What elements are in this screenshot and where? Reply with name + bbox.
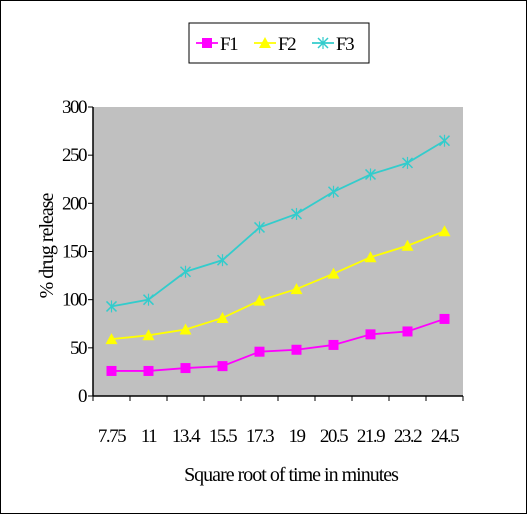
data-point-f3	[438, 134, 451, 147]
data-point-f2	[142, 329, 155, 341]
data-point-f2	[438, 225, 451, 237]
y-axis-title: % drug release	[36, 192, 58, 298]
x-tick-label: 11	[141, 426, 157, 447]
data-point-f2	[327, 267, 340, 279]
x-axis-title: Square root of time in minutes	[184, 464, 399, 486]
data-point-f1	[143, 365, 154, 376]
y-tick-label: 250	[62, 145, 87, 166]
series-f3	[105, 134, 451, 313]
legend-label: F1	[220, 34, 238, 55]
data-point-f2	[364, 251, 377, 263]
x-tick-label: 15.5	[209, 426, 237, 447]
y-tick-label: 300	[62, 97, 87, 118]
x-tick-label: 19	[289, 426, 306, 447]
data-point-f3	[216, 254, 229, 267]
series-f2	[105, 225, 451, 345]
y-tick-label: 0	[78, 386, 87, 407]
data-point-f1	[254, 346, 265, 357]
data-point-f3	[179, 265, 192, 278]
legend-marker	[202, 38, 212, 48]
plot-area	[93, 107, 463, 396]
data-point-f3	[142, 293, 155, 306]
legend-marker	[259, 37, 271, 48]
legend-label: F3	[336, 34, 354, 55]
data-point-f2	[105, 333, 118, 345]
data-point-f3	[401, 156, 414, 169]
legend-label: F2	[278, 34, 296, 55]
legend-item-f2: F2	[254, 34, 298, 55]
axes	[88, 106, 464, 401]
data-point-f1	[291, 344, 302, 355]
data-point-f1	[439, 313, 450, 324]
x-tick-label: 7.75	[98, 426, 126, 447]
y-tick-label: 200	[62, 193, 87, 214]
x-tick-label: 23.2	[394, 426, 422, 447]
data-point-f2	[290, 283, 303, 295]
series-f1	[106, 313, 450, 376]
data-point-f1	[402, 326, 413, 337]
data-point-f1	[365, 329, 376, 340]
y-tick-label: 50	[70, 338, 87, 359]
y-tick-label: 150	[62, 242, 87, 263]
data-point-f1	[106, 365, 117, 376]
data-point-f2	[401, 239, 414, 251]
data-point-f3	[364, 168, 377, 181]
x-tick-label: 24.5	[431, 426, 459, 447]
y-tick-label: 100	[62, 290, 87, 311]
legend-item-f3: F3	[312, 34, 356, 55]
series-layer	[105, 134, 451, 376]
data-point-f2	[216, 311, 229, 323]
tick-labels: 0 50 100 150 200 250 300 7.75 11 13.4 15.5 17.3 19 20…	[62, 97, 461, 447]
legend-marker	[317, 37, 329, 49]
series-line-f3	[111, 139, 445, 308]
data-point-f1	[180, 363, 191, 374]
data-point-f3	[253, 221, 266, 234]
data-point-f3	[290, 207, 303, 220]
data-point-f3	[105, 300, 118, 313]
data-point-f2	[179, 323, 192, 335]
series-line-f1	[111, 318, 445, 372]
x-tick-label: 20.5	[320, 426, 348, 447]
legend-item-f1: F1	[196, 34, 240, 55]
legend: F1 F2 F3	[188, 22, 370, 64]
data-point-f2	[253, 294, 266, 306]
data-point-f1	[328, 339, 339, 350]
data-point-f1	[217, 361, 228, 372]
x-tick-label: 21.9	[357, 426, 385, 447]
legend-box	[188, 22, 370, 64]
data-point-f3	[327, 185, 340, 198]
series-line-f2	[111, 230, 445, 341]
x-tick-label: 13.4	[172, 426, 201, 447]
x-tick-label: 17.3	[246, 426, 274, 447]
